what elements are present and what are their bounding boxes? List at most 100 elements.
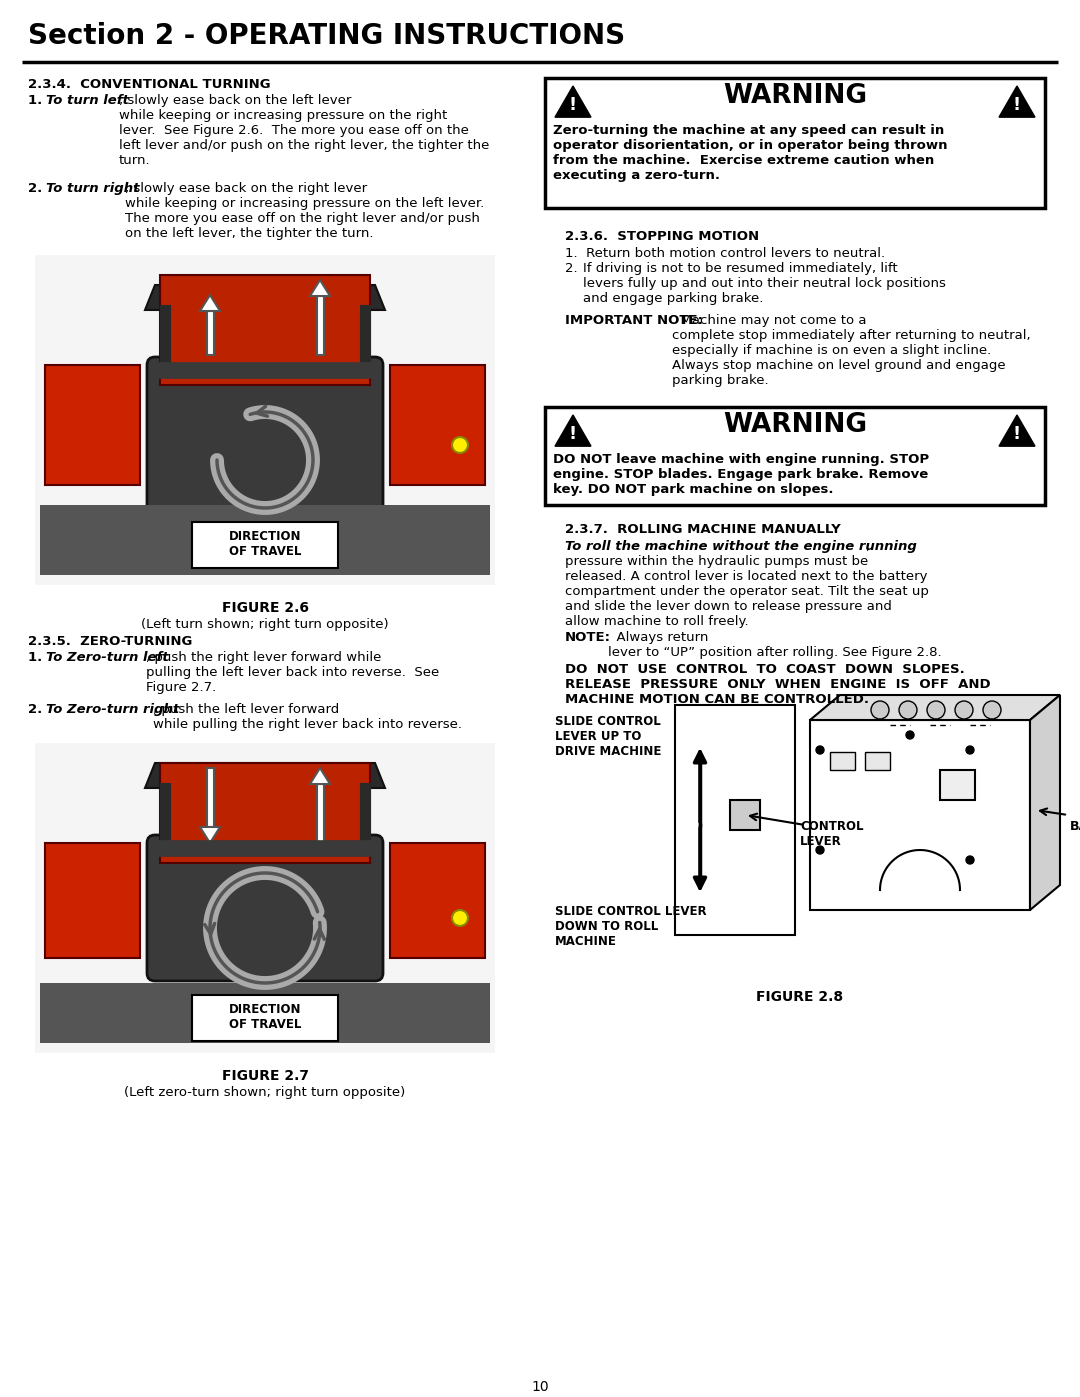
Text: CONTROL
LEVER: CONTROL LEVER [800, 820, 864, 848]
Text: 2.: 2. [28, 182, 52, 196]
FancyBboxPatch shape [545, 78, 1045, 208]
Text: ,: , [865, 541, 869, 553]
FancyBboxPatch shape [865, 752, 890, 770]
Text: IMPORTANT NOTE:: IMPORTANT NOTE: [565, 314, 703, 327]
Text: (Left turn shown; right turn opposite): (Left turn shown; right turn opposite) [141, 617, 389, 631]
Text: NOTE:: NOTE: [565, 631, 611, 644]
Text: 2.3.6.  STOPPING MOTION: 2.3.6. STOPPING MOTION [565, 231, 759, 243]
Circle shape [906, 731, 914, 739]
Text: !: ! [569, 96, 577, 113]
FancyBboxPatch shape [147, 358, 383, 513]
FancyBboxPatch shape [810, 719, 1030, 909]
Text: , slowly ease back on the left lever
while keeping or increasing pressure on the: , slowly ease back on the left lever whi… [119, 94, 489, 168]
Text: , slowly ease back on the right lever
while keeping or increasing pressure on th: , slowly ease back on the right lever wh… [125, 182, 484, 240]
FancyBboxPatch shape [316, 784, 324, 842]
Text: OF TRAVEL: OF TRAVEL [229, 1018, 301, 1031]
Text: Machine may not come to a
complete stop immediately after returning to neutral,
: Machine may not come to a complete stop … [672, 314, 1030, 387]
Text: WARNING: WARNING [723, 82, 867, 109]
Text: 1.: 1. [28, 651, 52, 664]
FancyBboxPatch shape [316, 296, 324, 355]
Text: SLIDE CONTROL
LEVER UP TO
DRIVE MACHINE: SLIDE CONTROL LEVER UP TO DRIVE MACHINE [555, 715, 661, 759]
Polygon shape [555, 415, 591, 446]
FancyBboxPatch shape [35, 256, 495, 585]
Text: !: ! [1013, 96, 1021, 113]
Text: , push the left lever forward
while pulling the right lever back into reverse.: , push the left lever forward while pull… [153, 703, 462, 731]
Circle shape [453, 909, 468, 926]
Circle shape [983, 701, 1001, 719]
Text: 1.  Return both motion control levers to neutral.: 1. Return both motion control levers to … [565, 247, 886, 260]
Text: If driving is not to be resumed immediately, lift
levers fully up and out into t: If driving is not to be resumed immediat… [583, 263, 946, 305]
Polygon shape [310, 279, 330, 296]
Text: WARNING: WARNING [723, 412, 867, 439]
Text: DO NOT leave machine with engine running. STOP
engine. STOP blades. Engage park : DO NOT leave machine with engine running… [553, 453, 929, 496]
Polygon shape [200, 295, 220, 312]
Text: !: ! [1013, 425, 1021, 443]
Text: To turn right: To turn right [46, 182, 139, 196]
Text: OF TRAVEL: OF TRAVEL [229, 545, 301, 557]
Text: (Left zero-turn shown; right turn opposite): (Left zero-turn shown; right turn opposi… [124, 1085, 406, 1099]
FancyBboxPatch shape [545, 407, 1045, 504]
FancyBboxPatch shape [45, 842, 140, 958]
Polygon shape [1030, 694, 1059, 909]
Polygon shape [145, 763, 384, 788]
Text: FIGURE 2.7: FIGURE 2.7 [221, 1069, 309, 1083]
FancyBboxPatch shape [40, 504, 490, 576]
FancyBboxPatch shape [40, 983, 490, 1044]
FancyBboxPatch shape [192, 995, 338, 1041]
Text: 1.: 1. [28, 94, 52, 108]
FancyBboxPatch shape [675, 705, 795, 935]
Circle shape [927, 701, 945, 719]
Circle shape [899, 701, 917, 719]
FancyBboxPatch shape [147, 835, 383, 981]
FancyBboxPatch shape [730, 800, 760, 830]
Text: To turn left: To turn left [46, 94, 129, 108]
FancyBboxPatch shape [35, 743, 495, 1053]
FancyBboxPatch shape [206, 768, 214, 827]
FancyBboxPatch shape [45, 365, 140, 485]
Text: To Zero-turn left: To Zero-turn left [46, 651, 168, 664]
Polygon shape [999, 415, 1035, 446]
Circle shape [955, 701, 973, 719]
Text: SLIDE CONTROL LEVER
DOWN TO ROLL
MACHINE: SLIDE CONTROL LEVER DOWN TO ROLL MACHINE [555, 905, 706, 949]
FancyBboxPatch shape [831, 752, 855, 770]
Circle shape [966, 746, 974, 754]
Text: , push the right lever forward while
pulling the left lever back into reverse.  : , push the right lever forward while pul… [146, 651, 440, 694]
Text: FIGURE 2.8: FIGURE 2.8 [756, 990, 843, 1004]
Polygon shape [555, 87, 591, 117]
Circle shape [816, 746, 824, 754]
Text: DO  NOT  USE  CONTROL  TO  COAST  DOWN  SLOPES.
RELEASE  PRESSURE  ONLY  WHEN  E: DO NOT USE CONTROL TO COAST DOWN SLOPES.… [565, 664, 990, 705]
Text: BATTERY: BATTERY [1070, 820, 1080, 833]
Text: !: ! [569, 425, 577, 443]
FancyBboxPatch shape [390, 365, 485, 485]
FancyBboxPatch shape [206, 312, 214, 355]
FancyBboxPatch shape [390, 842, 485, 958]
Text: To Zero-turn right: To Zero-turn right [46, 703, 179, 717]
Circle shape [816, 847, 824, 854]
Polygon shape [310, 768, 330, 784]
Text: 2.: 2. [28, 703, 52, 717]
Polygon shape [200, 827, 220, 842]
Text: Section 2 - OPERATING INSTRUCTIONS: Section 2 - OPERATING INSTRUCTIONS [28, 22, 625, 50]
Text: 10: 10 [531, 1380, 549, 1394]
Text: Always return
lever to “UP” position after rolling. See Figure 2.8.: Always return lever to “UP” position aft… [608, 631, 942, 659]
Text: 2.3.4.  CONVENTIONAL TURNING: 2.3.4. CONVENTIONAL TURNING [28, 78, 271, 91]
Text: 2.3.5.  ZERO-TURNING: 2.3.5. ZERO-TURNING [28, 636, 192, 648]
FancyBboxPatch shape [160, 763, 370, 863]
Circle shape [453, 437, 468, 453]
Polygon shape [145, 285, 384, 310]
Polygon shape [999, 87, 1035, 117]
Circle shape [966, 856, 974, 863]
Text: 2.: 2. [565, 263, 586, 275]
FancyBboxPatch shape [940, 770, 975, 800]
Text: 2.3.7.  ROLLING MACHINE MANUALLY: 2.3.7. ROLLING MACHINE MANUALLY [565, 522, 840, 536]
Text: Zero-turning the machine at any speed can result in
operator disorientation, or : Zero-turning the machine at any speed ca… [553, 124, 947, 182]
FancyBboxPatch shape [160, 275, 370, 386]
FancyBboxPatch shape [192, 522, 338, 569]
Text: To roll the machine without the engine running: To roll the machine without the engine r… [565, 541, 917, 553]
Circle shape [870, 701, 889, 719]
Text: FIGURE 2.6: FIGURE 2.6 [221, 601, 309, 615]
Polygon shape [810, 694, 1059, 719]
Text: DIRECTION: DIRECTION [229, 529, 301, 543]
Text: pressure within the hydraulic pumps must be
released. A control lever is located: pressure within the hydraulic pumps must… [565, 555, 929, 629]
Text: DIRECTION: DIRECTION [229, 1003, 301, 1016]
